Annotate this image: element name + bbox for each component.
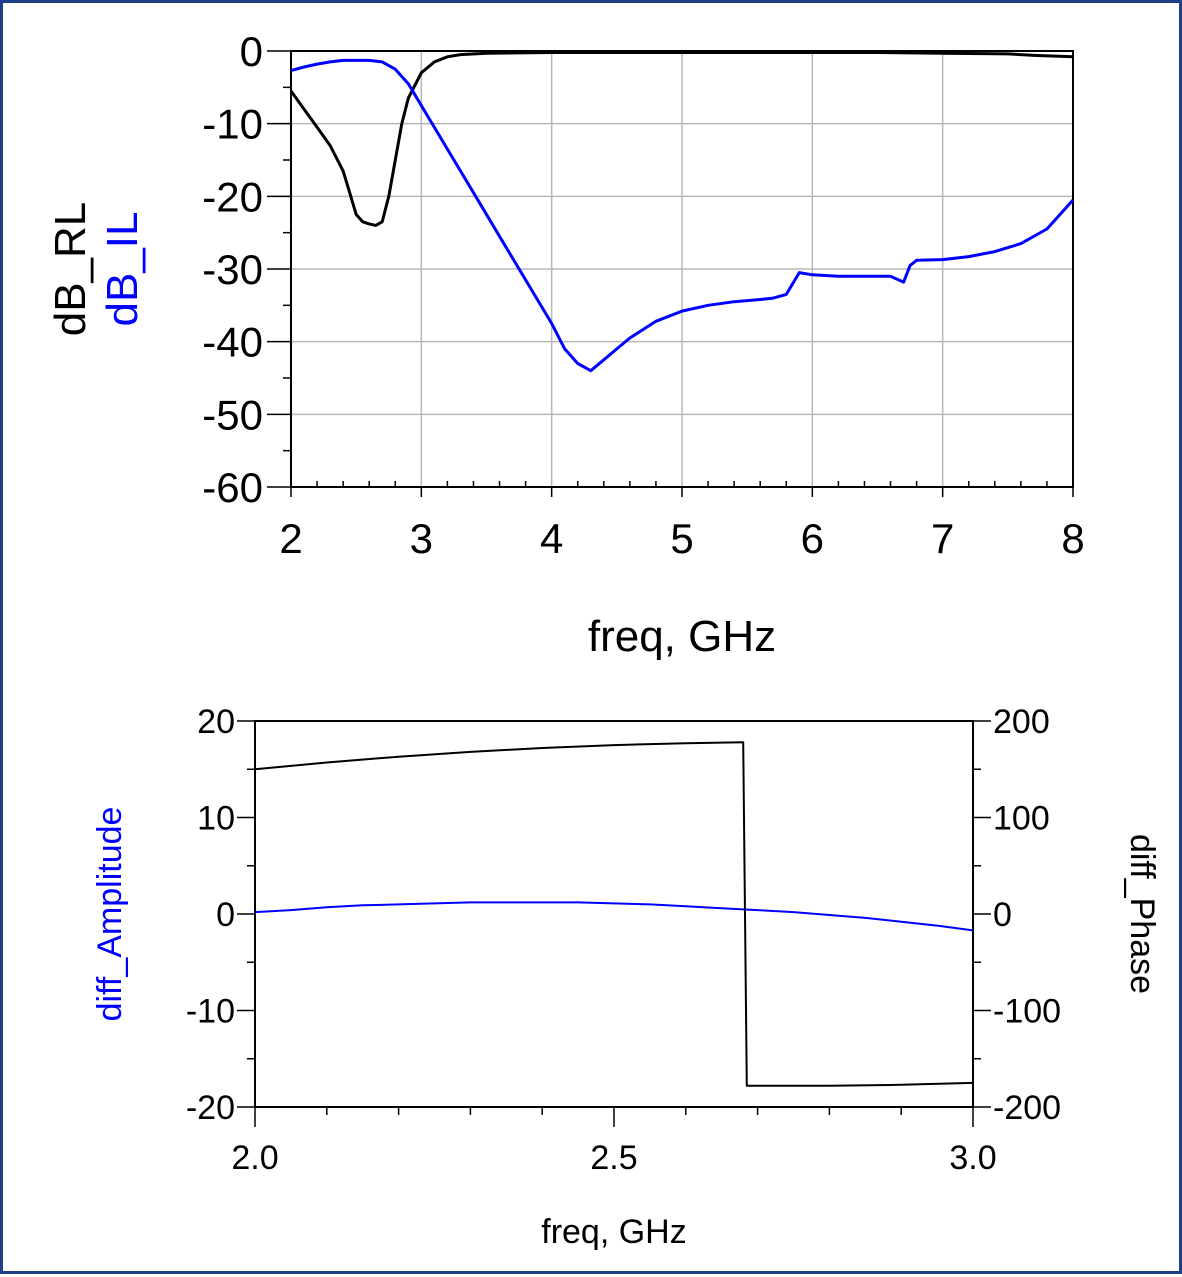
x-tick-label: 5: [670, 515, 693, 562]
x-tick-label: 3: [410, 515, 433, 562]
left-y-tick-label: -20: [186, 1089, 235, 1127]
right-y-tick-label: 100: [993, 800, 1050, 838]
x-tick-label: 3.0: [949, 1139, 996, 1177]
series-diff-phase: [254, 741, 974, 1087]
chart-rl-il-y-axis-label-rl: dB_RL: [46, 202, 95, 337]
left-y-tick-label: 20: [197, 703, 235, 741]
charts-canvas: 2 3 4 5 6 7 8 0 -10 -20 -30 -40 -50 -60 freq, GHz dB_…: [46, 28, 1161, 1251]
chart-rl-il-tick-labels: 2 3 4 5 6 7 8 0 -10 -20 -30 -40 -50 -60: [202, 28, 1084, 562]
chart-rl-il: 2 3 4 5 6 7 8 0 -10 -20 -30 -40 -50 -60 freq, GHz dB_…: [46, 28, 1085, 661]
x-tick-label: 6: [801, 515, 824, 562]
series-diff-amplitude: [254, 901, 974, 932]
y-tick-label: -50: [202, 391, 263, 438]
chart-rl-il-ticks: [267, 50, 1074, 497]
chart-rl-il-grid: [291, 51, 1073, 487]
y-tick-label: 0: [240, 28, 263, 75]
chart-diff-x-axis-label: freq, GHz: [541, 1213, 686, 1251]
left-y-tick-label: 0: [216, 896, 235, 934]
series-db-il: [290, 58, 1075, 373]
x-tick-label: 2: [279, 515, 302, 562]
y-tick-label: -20: [202, 173, 263, 220]
right-y-tick-label: 0: [993, 896, 1012, 934]
x-tick-label: 2.5: [590, 1139, 637, 1177]
chart-diff-plot-area: [254, 720, 974, 1108]
x-tick-label: 4: [540, 515, 563, 562]
x-tick-label: 2.0: [231, 1139, 278, 1177]
y-tick-label: -10: [202, 101, 263, 148]
right-y-tick-label: 200: [993, 703, 1050, 741]
chart-rl-il-y-axis-label-il: dB_IL: [98, 212, 147, 327]
y-tick-label: -30: [202, 246, 263, 293]
series-db-rl: [289, 51, 1074, 227]
chart-rl-il-series: [289, 51, 1075, 373]
y-tick-label: -40: [202, 319, 263, 366]
right-y-tick-label: -100: [993, 993, 1061, 1031]
chart-diff-ticks: [237, 720, 991, 1127]
x-tick-label: 7: [931, 515, 954, 562]
x-tick-label: 8: [1061, 515, 1084, 562]
y-tick-label: -60: [202, 464, 263, 511]
chart-rl-il-x-axis-label: freq, GHz: [588, 612, 776, 661]
chart-diff-series: [254, 741, 974, 1087]
chart-diff-left-axis-label: diff_Amplitude: [91, 807, 129, 1022]
right-y-tick-label: -200: [993, 1089, 1061, 1127]
left-y-tick-label: 10: [197, 800, 235, 838]
left-y-tick-label: -10: [186, 993, 235, 1031]
chart-diff-right-axis-label: diff_Phase: [1123, 834, 1161, 994]
